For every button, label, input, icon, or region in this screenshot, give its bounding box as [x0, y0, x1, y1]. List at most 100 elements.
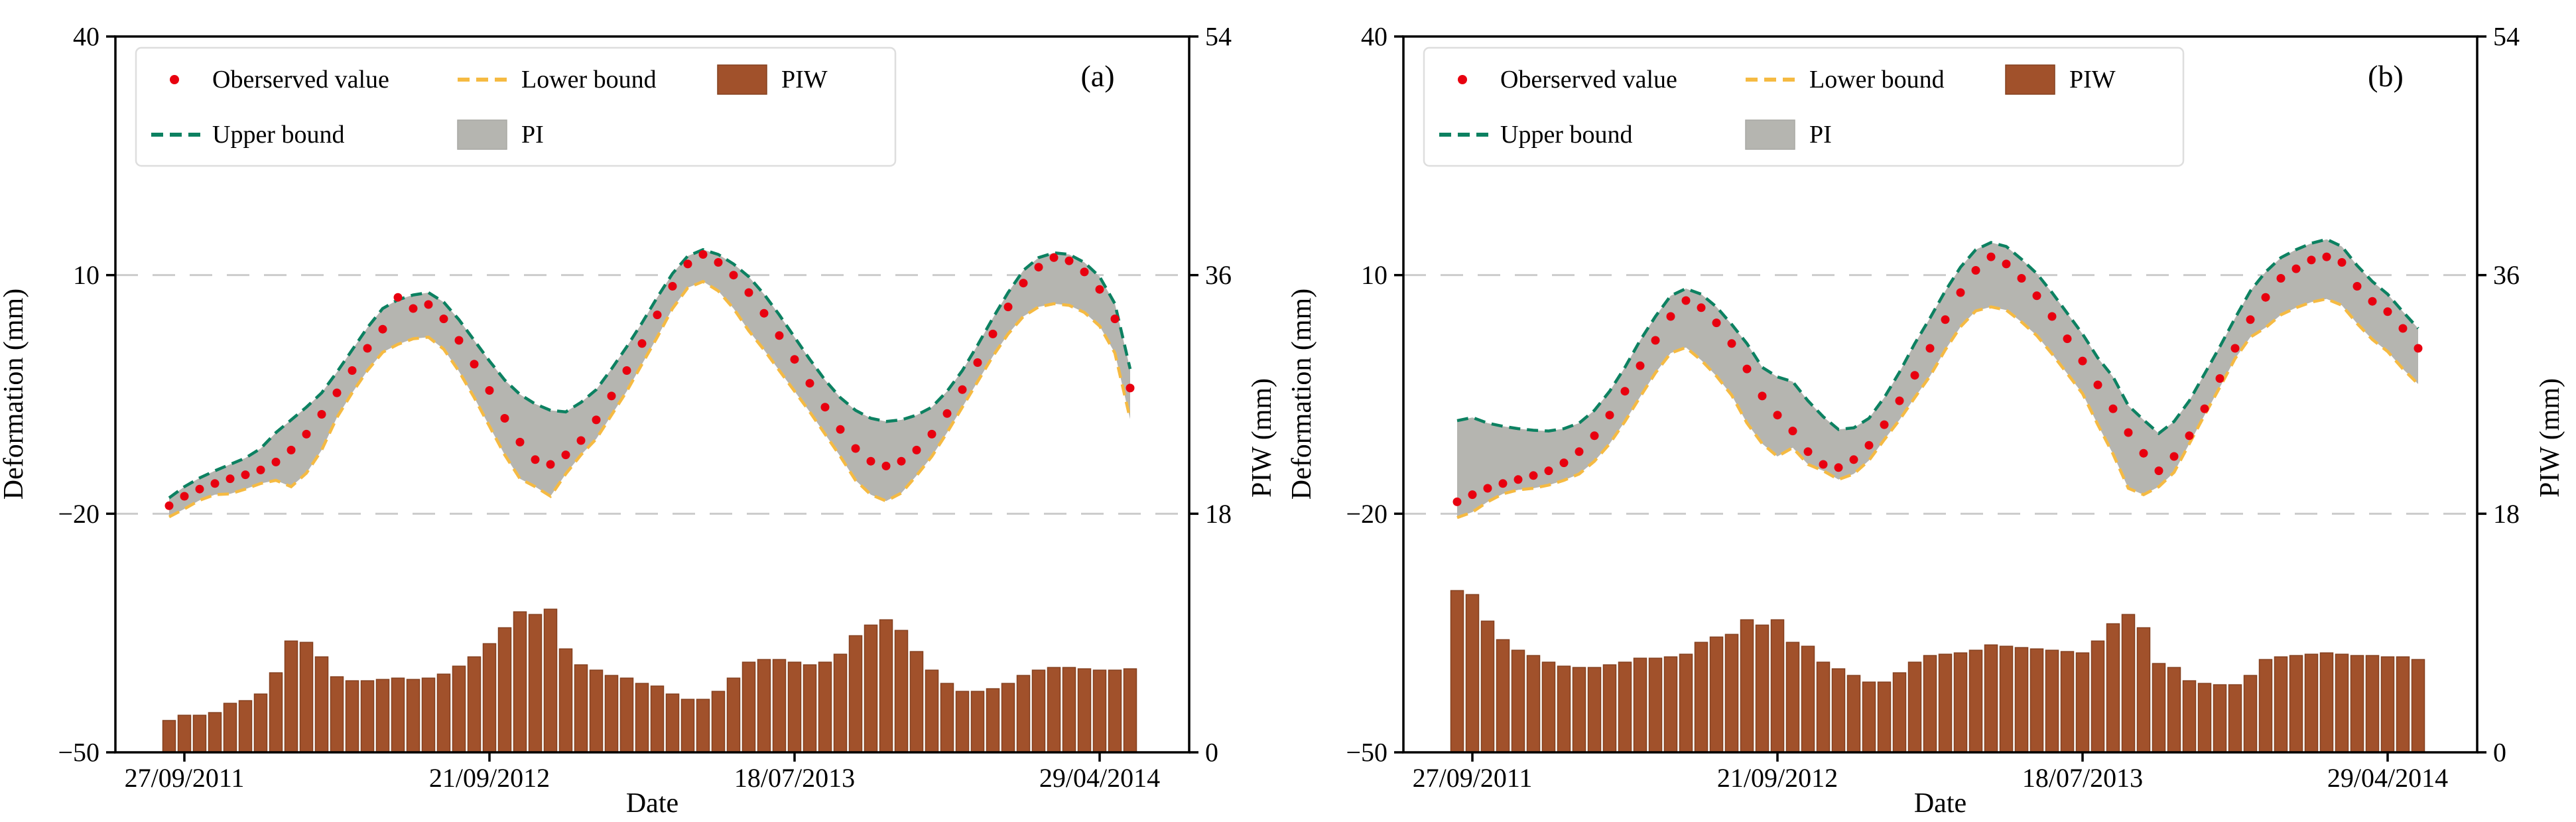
piw-bar — [269, 672, 283, 753]
piw-bar — [803, 664, 817, 753]
observed-dot — [164, 501, 174, 510]
y-axis-label-right: PIW (mm) — [2535, 378, 2565, 498]
observed-dot — [668, 282, 677, 291]
piw-bar — [1755, 624, 1770, 753]
observed-dot — [348, 366, 357, 375]
observed-dot — [515, 437, 525, 446]
observed-dot — [2108, 404, 2118, 413]
x-tick-label: 21/09/2012 — [1717, 763, 1838, 793]
piw-bar — [2350, 655, 2364, 753]
observed-dot — [1956, 288, 1965, 297]
observed-dot — [1498, 479, 1508, 488]
y-axis-label-left: Deformation (mm) — [1288, 289, 1317, 500]
piw-bar — [345, 680, 359, 753]
observed-dot — [2246, 315, 2255, 324]
legend-label: Lower bound — [521, 66, 657, 94]
piw-bar — [1831, 668, 1846, 753]
observed-dot — [439, 314, 448, 324]
observed-dot — [1080, 267, 1089, 277]
piw-bar — [1526, 655, 1541, 753]
observed-dot — [1452, 497, 1462, 506]
piw-bar — [391, 677, 405, 753]
observed-dot — [1651, 336, 1660, 345]
observed-dot — [470, 360, 479, 369]
observed-dot — [2261, 293, 2270, 302]
pi-band — [1457, 239, 2418, 518]
observed-dot — [790, 355, 799, 364]
y-tick-label-right: 0 — [1205, 738, 1218, 768]
piw-bar — [1633, 657, 1647, 753]
piw-bar — [1953, 652, 1968, 753]
panel-b: 40 10 −20 −50 54 36 18 0 27/09/2011 21/09/2012 18/… — [1288, 0, 2576, 822]
piw-bar — [2075, 652, 2090, 753]
observed-dot — [1666, 312, 1675, 321]
y-tick-label-right: 0 — [2493, 738, 2506, 768]
observed-dot — [637, 339, 647, 348]
observed-dot — [1910, 371, 1919, 380]
piw-bar — [452, 665, 466, 753]
y-axis-label-right: PIW (mm) — [1247, 378, 1277, 498]
observed-dot — [225, 474, 235, 484]
observed-dot — [531, 455, 540, 464]
y-tick-label-right: 36 — [2493, 260, 2520, 290]
observed-dot — [1095, 285, 1104, 294]
observed-dot — [775, 331, 784, 340]
observed-dot — [759, 308, 769, 318]
observed-dot — [973, 358, 982, 367]
piw-bar — [1001, 683, 1015, 753]
piw-bar — [1450, 590, 1464, 753]
piw-bar — [299, 642, 314, 753]
observed-dot — [942, 409, 952, 418]
legend-label: PIW — [2069, 66, 2116, 94]
observed-dot — [988, 329, 998, 338]
observed-dot — [271, 457, 281, 466]
piw-bar — [2045, 650, 2059, 753]
upper-bound-line — [1456, 238, 2419, 436]
observed-dot — [2002, 259, 2011, 269]
x-tick-label: 18/07/2013 — [734, 763, 855, 793]
observed-dot — [1064, 256, 1074, 265]
piw-bar — [1587, 667, 1602, 753]
piw-bar — [2396, 656, 2410, 753]
observed-dot — [409, 304, 418, 313]
observed-dot — [302, 429, 311, 439]
piw-bar — [2258, 659, 2273, 753]
y-tick-label-left: 40 — [1361, 22, 1387, 52]
piw-bar — [2029, 648, 2044, 753]
observed-dot — [1925, 344, 1935, 353]
piw-bar — [497, 627, 512, 753]
piw-bar — [1465, 594, 1480, 753]
piw-bar — [2182, 680, 2197, 753]
x-axis-label: Date — [626, 788, 678, 819]
piw-bar — [1541, 661, 1556, 753]
piw-bar — [2014, 647, 2029, 753]
legend-box — [135, 46, 897, 167]
observed-dot — [958, 385, 967, 394]
observed-dot — [2169, 452, 2179, 461]
piw-bar — [909, 651, 924, 753]
observed-dot — [2032, 291, 2041, 301]
piw-bar — [970, 691, 985, 753]
piw-bar — [1077, 668, 1092, 753]
legend-marker-dot — [170, 75, 179, 84]
legend-marker-patch — [1745, 119, 1795, 150]
x-tick-label: 27/09/2011 — [1413, 763, 1533, 793]
piw-bar — [482, 643, 497, 753]
observed-dot — [2337, 258, 2347, 267]
x-tick-label: 29/04/2014 — [1039, 763, 1160, 793]
piw-bar — [925, 669, 939, 753]
observed-dot — [1636, 361, 1645, 370]
observed-dot — [2154, 466, 2163, 476]
chart-panel-a: 40 10 −20 −50 54 36 18 0 27/09/2011 21/09/2012 18/… — [0, 22, 1277, 819]
y-tick-label-left: 40 — [73, 22, 99, 52]
axis-spines — [114, 35, 1191, 754]
piw-bar — [757, 659, 771, 753]
piw-bar — [2243, 675, 2258, 753]
observed-dot — [729, 271, 738, 280]
piw-bar — [375, 679, 390, 753]
legend-marker-patch — [2005, 64, 2055, 95]
observed-dot — [2047, 312, 2057, 321]
piw-bar — [1047, 667, 1061, 753]
piw-bar — [864, 624, 878, 753]
piw-bar — [1108, 669, 1122, 753]
